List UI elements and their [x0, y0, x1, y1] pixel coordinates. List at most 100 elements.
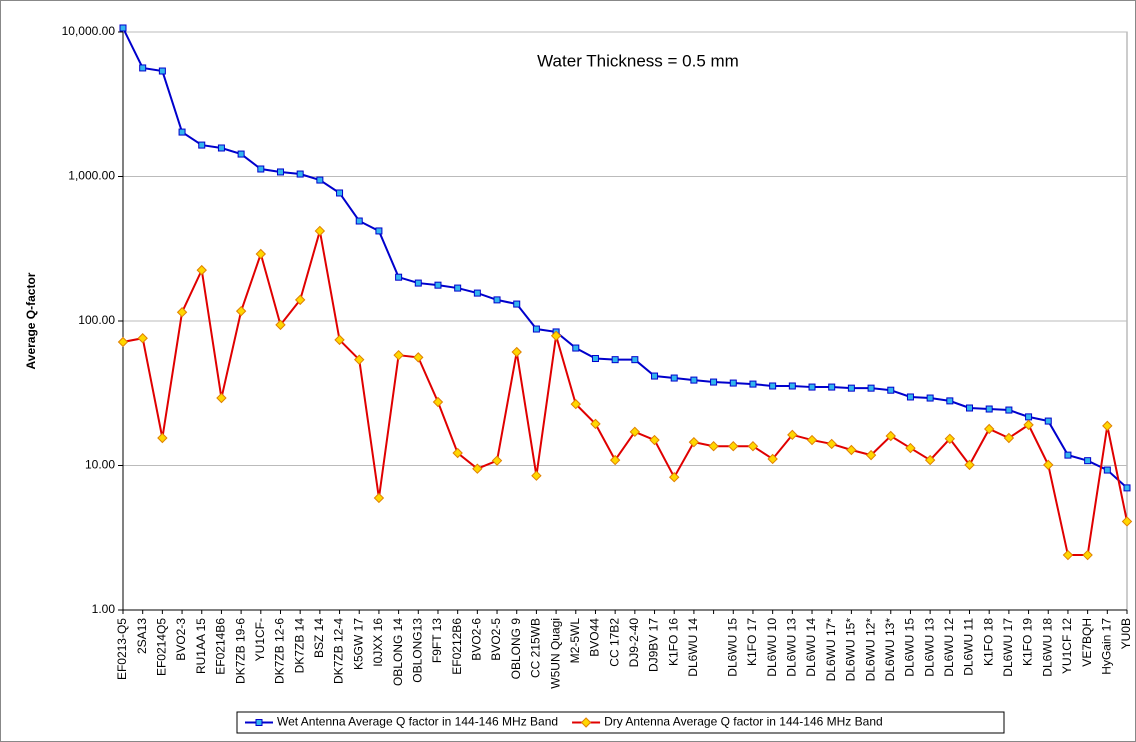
data-point [591, 355, 599, 363]
data-point [688, 436, 700, 448]
data-point [316, 176, 324, 184]
data-point [867, 384, 875, 392]
data-point [985, 405, 993, 413]
data-point [395, 273, 403, 281]
x-tick-label: K1FO 18 [981, 618, 995, 666]
data-point [196, 264, 207, 276]
data-point [119, 24, 127, 32]
data-point [1005, 406, 1013, 414]
x-tick-label: OBLONG 14 [391, 618, 405, 686]
legend [236, 711, 1005, 734]
data-point [729, 379, 737, 387]
data-point [1084, 457, 1092, 465]
data-point [1003, 432, 1015, 444]
data-point [257, 165, 265, 173]
data-point [137, 333, 148, 344]
data-point [275, 319, 286, 331]
data-point [788, 382, 796, 390]
y-tick-label: 10.00 [85, 458, 115, 472]
data-point [198, 141, 206, 149]
x-tick-label: DJ9-2-40 [627, 618, 641, 668]
data-point [493, 296, 501, 304]
x-tick-label: OBLONG13 [410, 618, 424, 683]
data-point [905, 442, 916, 454]
data-point [1023, 419, 1034, 431]
data-point [491, 455, 503, 466]
x-tick-label: DL6WU 13 [785, 618, 799, 677]
x-tick-label: DK7ZB 12-6 [273, 618, 287, 684]
data-point [452, 447, 463, 459]
x-tick-label: I0JXX 16 [371, 618, 385, 667]
x-tick-label: YU1CF- [253, 618, 267, 661]
data-point [336, 189, 344, 197]
x-tick-label: DL6WU 14 [686, 618, 700, 677]
x-tick-label: DK7ZB 14 [292, 618, 306, 674]
x-tick-label: DK7ZB 12-4 [332, 618, 346, 684]
data-point [944, 433, 956, 445]
data-point [472, 463, 483, 474]
x-tick-label: K5GW 17 [351, 618, 365, 670]
data-point [966, 404, 974, 412]
data-point [314, 225, 326, 237]
data-point [178, 128, 186, 136]
data-point [570, 398, 581, 410]
data-point [276, 168, 284, 176]
annotation: Water Thickness = 0.5 mm [537, 51, 739, 70]
data-point [532, 325, 540, 333]
x-tick-label: K1FO 16 [666, 618, 680, 666]
x-tick-label: 2SA13 [135, 618, 149, 654]
x-tick-label: DL6WU 13* [883, 618, 897, 682]
data-point [454, 284, 462, 292]
x-tick-label: EF0214Q5 [155, 618, 169, 676]
data-point [1121, 516, 1133, 527]
data-point [414, 279, 422, 287]
x-tick-label: DL6WU 15 [725, 618, 739, 677]
x-tick-label: DL6WU 15* [844, 618, 858, 682]
data-point [865, 449, 877, 461]
data-point [334, 334, 345, 346]
data-point [235, 305, 247, 317]
x-tick-label: DL6WU 12 [942, 618, 956, 677]
data-point [767, 453, 778, 465]
y-tick-label: 1.00 [92, 602, 116, 616]
data-point [294, 294, 306, 306]
data-point [670, 374, 678, 382]
data-point [1043, 459, 1054, 471]
legend-label: Dry Antenna Average Q factor in 144-146 … [604, 715, 883, 729]
y-tick-label: 10,000.00 [62, 24, 116, 38]
x-tick-label: DJ9BV 17 [647, 618, 661, 672]
x-tick-label: DL6WU 13 [922, 618, 936, 677]
data-point [375, 227, 383, 235]
data-point [139, 64, 147, 72]
series-line [122, 230, 1128, 557]
x-tick-label: DK7ZB 19-6 [233, 618, 247, 684]
data-point [157, 432, 168, 444]
y-tick-label: 1,000.00 [68, 169, 115, 183]
data-point [808, 383, 816, 391]
data-point [117, 336, 129, 348]
data-point [237, 150, 245, 158]
data-point [1082, 549, 1093, 561]
data-point [473, 289, 481, 297]
data-point [1044, 417, 1052, 425]
data-point [393, 349, 404, 361]
data-point [964, 459, 975, 471]
x-tick-label: DL6WU 12* [863, 618, 877, 682]
x-tick-label: YU1CF 12 [1060, 618, 1074, 674]
data-point [846, 444, 857, 456]
data-point [434, 281, 442, 289]
data-point [946, 397, 954, 405]
data-point [926, 394, 934, 402]
data-point [1062, 549, 1074, 561]
x-tick-label: M2-5WL [568, 618, 582, 664]
x-tick-label: EF0212B6 [450, 618, 464, 675]
x-tick-label: BSZ 14 [312, 618, 326, 658]
data-point [631, 356, 639, 364]
x-tick-label: F9FT 13 [430, 618, 444, 663]
y-axis-label: Average Q-factor [24, 272, 38, 369]
legend-marker [255, 719, 263, 726]
data-point [710, 378, 718, 386]
data-point [1103, 466, 1111, 474]
x-tick-label: YU0B [1119, 618, 1133, 649]
